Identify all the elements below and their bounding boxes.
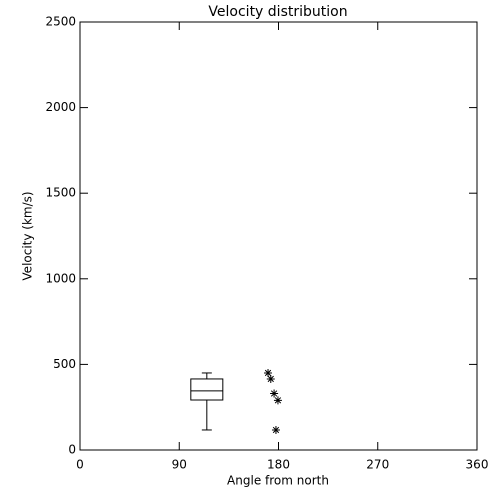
y-tick-label: 1000 [45, 271, 76, 285]
point [273, 396, 282, 405]
y-tick-label: 500 [53, 357, 76, 371]
point [266, 374, 275, 383]
x-axis-label: Angle from north [227, 474, 329, 488]
chart-title: Velocity distribution [208, 4, 347, 20]
box [190, 378, 224, 401]
x-tick-label: 90 [172, 458, 187, 472]
point [270, 389, 279, 398]
x-tick-label: 270 [366, 458, 389, 472]
x-tick-label: 360 [466, 458, 489, 472]
y-tick-label: 2500 [45, 15, 76, 29]
x-tick-label: 180 [267, 458, 290, 472]
y-tick-label: 1500 [45, 186, 76, 200]
point [264, 368, 273, 377]
y-tick-label: 0 [68, 443, 76, 457]
point [271, 425, 280, 434]
y-tick-label: 2000 [45, 100, 76, 114]
plot-frame [79, 21, 478, 451]
x-tick-label: 0 [76, 458, 84, 472]
y-axis-label: Velocity (km/s) [21, 191, 35, 280]
